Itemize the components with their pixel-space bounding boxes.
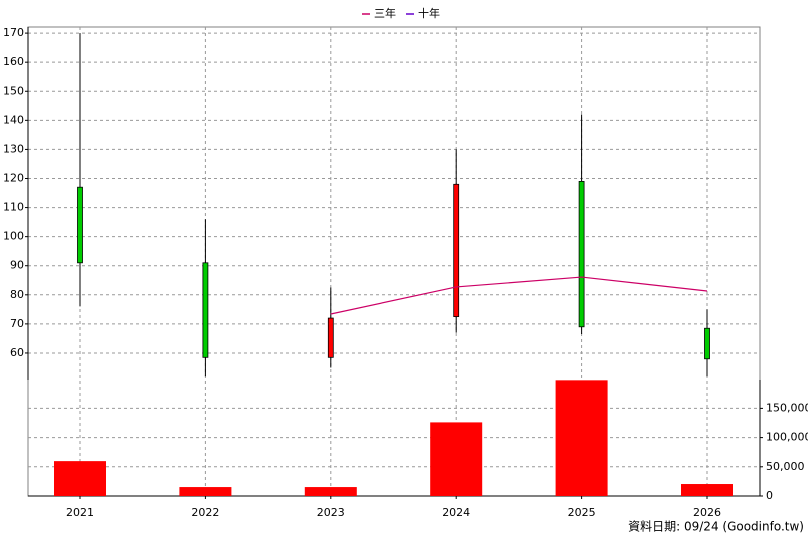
y2-tick-label: 0 — [766, 489, 773, 502]
footnote: 資料日期: 09/24 (Goodinfo.tw) — [628, 520, 804, 534]
line-series — [330, 276, 708, 315]
x-tick-label: 2026 — [693, 506, 721, 519]
x-tick-label: 2021 — [66, 506, 94, 519]
y-tick-label: 130 — [3, 142, 24, 155]
volume-bar — [555, 380, 608, 496]
y-tick-label: 170 — [3, 26, 24, 39]
x-tick-label: 2023 — [317, 506, 345, 519]
y-tick-label: 110 — [3, 201, 24, 214]
candle-body — [327, 317, 334, 358]
y-tick-label: 120 — [3, 171, 24, 184]
candle-body — [77, 186, 83, 264]
volume-bar — [681, 484, 733, 496]
y-tick-label: 140 — [3, 113, 24, 126]
y-tick-label: 100 — [3, 230, 24, 243]
candle-body — [202, 262, 209, 358]
volume-bar — [304, 487, 357, 496]
y-tick-label: 70 — [10, 317, 24, 330]
y-tick-label: 60 — [10, 346, 24, 359]
y-tick-label: 150 — [3, 84, 24, 97]
y2-tick-label: 50,000 — [766, 460, 805, 473]
candle-body — [578, 181, 585, 328]
y-tick-label: 160 — [3, 55, 24, 68]
candle-body — [704, 327, 710, 360]
x-tick-label: 2022 — [191, 506, 219, 519]
volume-bar — [54, 461, 106, 496]
candle-body — [453, 183, 460, 318]
y-tick-label: 80 — [10, 288, 24, 301]
y-tick-label: 90 — [10, 259, 24, 272]
plot-frame — [27, 26, 761, 497]
legend-label: 十年 — [418, 6, 440, 20]
x-tick-label: 2025 — [568, 506, 596, 519]
legend-label: 三年 — [374, 6, 396, 20]
y2-tick-label: 100,000 — [766, 431, 808, 444]
y2-tick-label: 150,000 — [766, 401, 808, 414]
volume-bar — [179, 487, 232, 496]
volume-bar — [430, 422, 483, 496]
x-tick-label: 2024 — [442, 506, 470, 519]
